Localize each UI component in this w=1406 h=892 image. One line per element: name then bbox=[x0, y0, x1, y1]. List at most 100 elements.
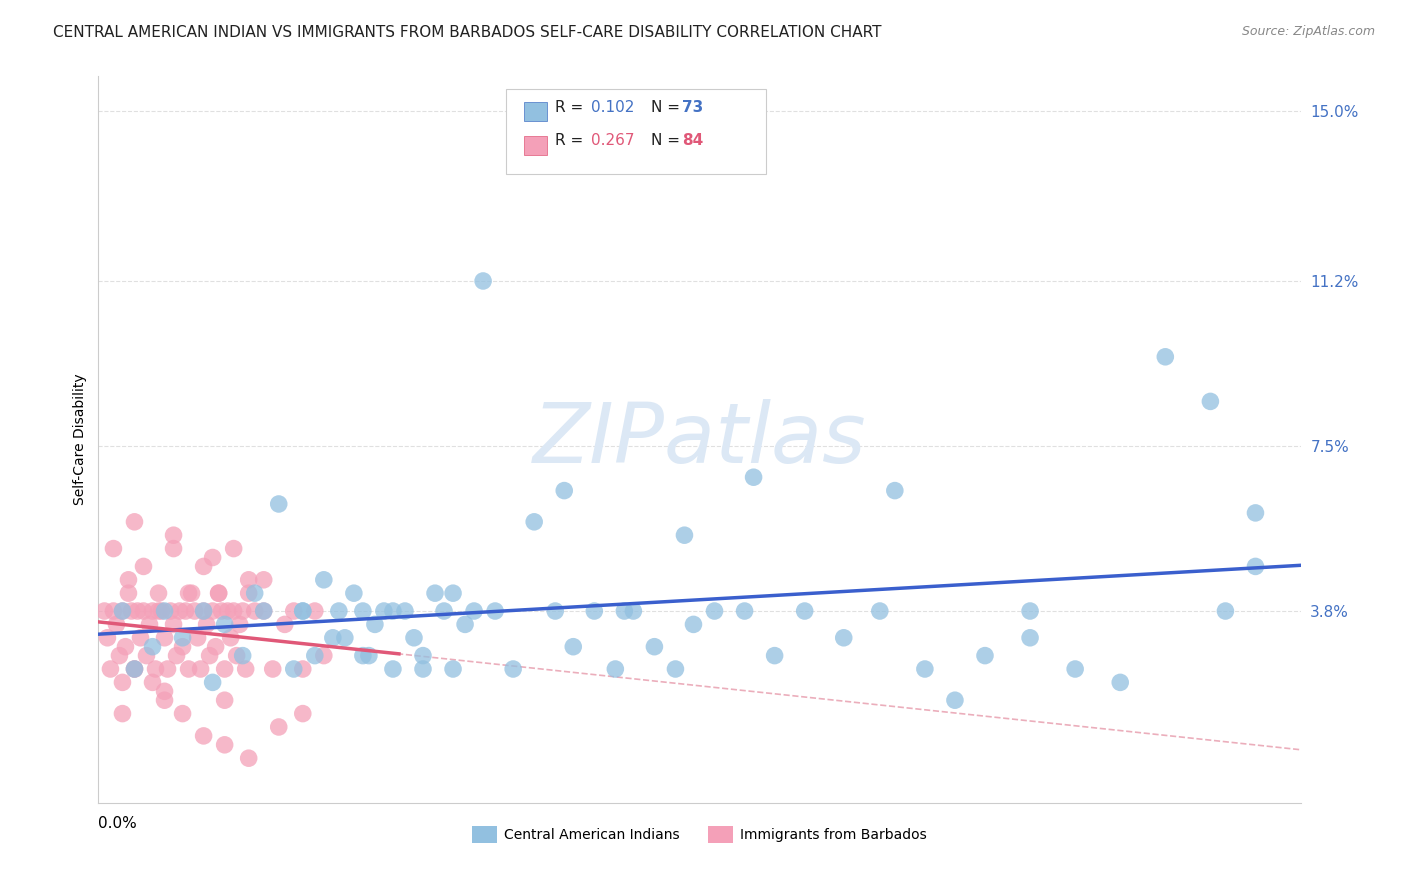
Text: R =: R = bbox=[555, 100, 589, 114]
Point bbox=[117, 586, 139, 600]
Point bbox=[222, 604, 245, 618]
Point bbox=[177, 586, 200, 600]
Point bbox=[190, 662, 212, 676]
Point bbox=[343, 586, 366, 600]
Point bbox=[232, 604, 254, 618]
Point bbox=[238, 586, 260, 600]
Point bbox=[103, 604, 125, 618]
Text: 0.267: 0.267 bbox=[591, 134, 634, 148]
Point bbox=[235, 662, 257, 676]
Point bbox=[472, 274, 495, 288]
Point bbox=[214, 617, 236, 632]
Point bbox=[291, 604, 314, 618]
Point bbox=[742, 470, 765, 484]
Point bbox=[201, 675, 224, 690]
Point bbox=[177, 662, 200, 676]
Point bbox=[121, 604, 143, 618]
Point bbox=[156, 662, 179, 676]
Point bbox=[201, 550, 224, 565]
Point bbox=[381, 604, 404, 618]
Text: 0.0%: 0.0% bbox=[98, 816, 138, 830]
Point bbox=[322, 631, 344, 645]
Point bbox=[1154, 350, 1177, 364]
Point bbox=[180, 586, 202, 600]
Point bbox=[583, 604, 606, 618]
Point bbox=[124, 662, 146, 676]
Point bbox=[111, 604, 134, 618]
Point bbox=[208, 586, 231, 600]
Point bbox=[132, 559, 155, 574]
Point bbox=[364, 617, 387, 632]
Point bbox=[312, 648, 335, 663]
Point bbox=[553, 483, 575, 498]
Point bbox=[1019, 604, 1042, 618]
Point bbox=[159, 604, 181, 618]
Point bbox=[166, 648, 188, 663]
Point bbox=[328, 604, 350, 618]
Point bbox=[484, 604, 506, 618]
Point bbox=[643, 640, 665, 654]
Point bbox=[183, 604, 205, 618]
Point bbox=[208, 586, 231, 600]
Point bbox=[96, 631, 118, 645]
Point bbox=[117, 573, 139, 587]
Point bbox=[174, 604, 197, 618]
Point bbox=[243, 604, 266, 618]
Point bbox=[433, 604, 456, 618]
Point bbox=[187, 631, 209, 645]
Point bbox=[93, 604, 115, 618]
Point bbox=[1109, 675, 1132, 690]
Text: 84: 84 bbox=[682, 134, 703, 148]
Point bbox=[613, 604, 636, 618]
Text: CENTRAL AMERICAN INDIAN VS IMMIGRANTS FROM BARBADOS SELF-CARE DISABILITY CORRELA: CENTRAL AMERICAN INDIAN VS IMMIGRANTS FR… bbox=[53, 25, 882, 40]
Point bbox=[1244, 506, 1267, 520]
Point bbox=[228, 617, 250, 632]
Point bbox=[869, 604, 891, 618]
Point bbox=[291, 706, 314, 721]
Point bbox=[253, 604, 276, 618]
Point bbox=[132, 604, 155, 618]
Point bbox=[914, 662, 936, 676]
Point bbox=[169, 604, 191, 618]
Text: N =: N = bbox=[651, 100, 685, 114]
Point bbox=[141, 640, 163, 654]
Point bbox=[198, 648, 221, 663]
Point bbox=[352, 604, 374, 618]
Point bbox=[283, 604, 305, 618]
Point bbox=[214, 693, 236, 707]
Point bbox=[162, 541, 184, 556]
Point bbox=[103, 541, 125, 556]
Point bbox=[673, 528, 696, 542]
Point bbox=[124, 662, 146, 676]
Point bbox=[793, 604, 815, 618]
Point bbox=[129, 631, 152, 645]
Point bbox=[544, 604, 567, 618]
Point bbox=[141, 675, 163, 690]
Point bbox=[153, 684, 176, 698]
Point bbox=[253, 573, 276, 587]
Point bbox=[111, 604, 134, 618]
Point bbox=[162, 528, 184, 542]
Point bbox=[523, 515, 546, 529]
Point bbox=[238, 573, 260, 587]
Point bbox=[153, 604, 176, 618]
Point bbox=[267, 720, 290, 734]
Point bbox=[148, 604, 170, 618]
Point bbox=[291, 662, 314, 676]
Point bbox=[124, 515, 146, 529]
Point bbox=[243, 586, 266, 600]
Point bbox=[262, 662, 284, 676]
Point bbox=[943, 693, 966, 707]
Point bbox=[412, 662, 434, 676]
Point bbox=[141, 604, 163, 618]
Point bbox=[974, 648, 997, 663]
Point bbox=[172, 640, 194, 654]
Point bbox=[703, 604, 725, 618]
Y-axis label: Self-Care Disability: Self-Care Disability bbox=[73, 374, 87, 505]
Point bbox=[193, 604, 215, 618]
Point bbox=[214, 738, 236, 752]
Point bbox=[402, 631, 425, 645]
Point bbox=[225, 648, 247, 663]
Point bbox=[135, 648, 157, 663]
Point bbox=[111, 706, 134, 721]
